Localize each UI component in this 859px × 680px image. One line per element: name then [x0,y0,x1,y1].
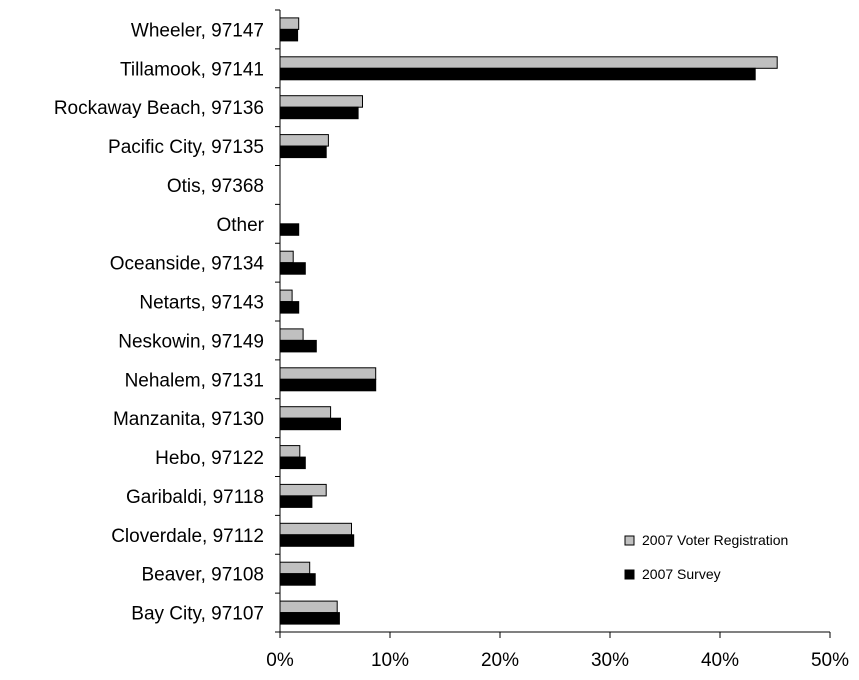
category-label: Tillamook, 97141 [120,59,264,80]
category-label: Garibaldi, 97118 [126,487,264,508]
bar-survey [279,106,359,120]
category-label: Nehalem, 97131 [125,370,264,391]
category-label: Bay City, 97107 [131,604,264,625]
bar-survey [279,67,756,81]
bar-voter-registration [279,600,338,614]
category-label: Pacific City, 97135 [108,137,264,158]
bar-survey [279,262,306,275]
bar-survey [279,145,327,159]
category-label: Beaver, 97108 [141,565,264,586]
category-label: Netarts, 97143 [139,293,264,314]
bar-voter-registration [279,445,301,458]
bar-survey [279,28,299,42]
bar-voter-registration [279,483,327,497]
bar-survey [279,456,306,470]
x-tick-label: 10% [371,650,409,671]
x-tick-label: 50% [811,650,849,671]
category-label: Rockaway Beach, 97136 [54,98,264,119]
legend-swatch-voter-registration [624,535,635,546]
bar-voter-registration [279,56,778,69]
bar-voter-registration [279,367,377,380]
bar-survey [279,612,340,625]
category-label: Wheeler, 97147 [131,20,264,41]
bar-voter-registration [279,134,329,147]
category-label: Neskowin, 97149 [118,331,264,352]
bar-voter-registration [279,406,332,419]
legend-swatch-survey [624,569,635,580]
x-tick-label: 20% [481,650,519,671]
bar-survey [279,339,317,353]
bar-voter-registration [279,522,352,536]
bar-survey [279,223,300,236]
bar-voter-registration [279,95,363,108]
legend-label-survey: 2007 Survey [642,566,721,582]
bar-survey [279,301,300,314]
x-tick-label: 0% [266,650,294,671]
bar-voter-registration [279,250,294,264]
bar-survey [279,417,341,431]
category-label: Manzanita, 97130 [113,409,264,430]
category-label: Other [216,215,264,236]
category-label: Cloverdale, 97112 [111,526,264,547]
bar-survey [279,573,316,586]
category-label: Otis, 97368 [167,176,264,197]
x-tick-label: 40% [701,650,739,671]
bar-voter-registration [279,561,311,575]
category-label: Oceanside, 97134 [110,254,265,275]
legend-label-voter-registration: 2007 Voter Registration [642,532,788,548]
bar-survey [279,495,313,508]
x-tick-label: 30% [591,650,629,671]
bar-voter-registration [279,328,304,341]
bar-survey [279,534,355,547]
bar-survey [279,378,377,392]
bar-voter-registration [279,289,293,303]
bar-voter-registration [279,17,300,30]
category-label: Hebo, 97122 [155,448,264,469]
